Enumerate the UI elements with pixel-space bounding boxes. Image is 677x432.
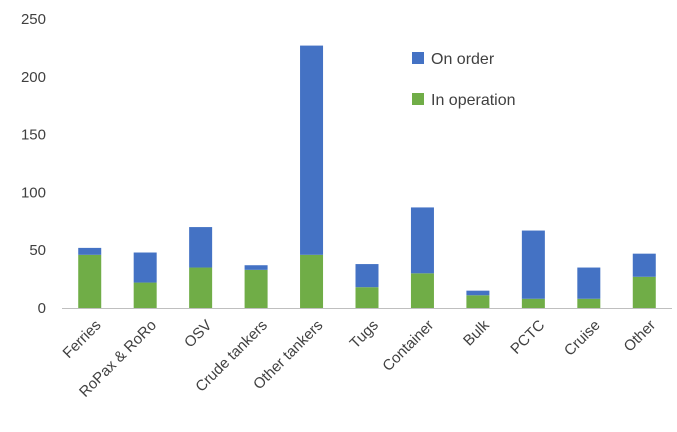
bar-bulk-in-operation (466, 295, 490, 308)
bar-other-in-operation (632, 276, 656, 308)
bar-container-in-operation (410, 273, 434, 308)
x-tick-label-osv: OSV (181, 317, 215, 351)
bar-cruise-on-order (577, 267, 601, 299)
bar-ropax-and-roro-on-order (133, 252, 157, 283)
bar-bulk-on-order (466, 290, 490, 296)
x-tick-label-tugs: Tugs (347, 317, 382, 352)
bar-cruise-in-operation (577, 298, 601, 308)
y-tick-label-200: 200 (21, 69, 46, 86)
bar-crude-tankers-on-order (244, 265, 268, 270)
bar-tugs-in-operation (355, 287, 379, 308)
bar-ferries-on-order (78, 247, 102, 255)
bar-ferries-in-operation (78, 254, 102, 308)
bar-other-tankers-in-operation (300, 254, 324, 308)
bar-tugs-on-order (355, 264, 379, 288)
y-tick-label-250: 250 (21, 11, 46, 28)
legend-label-in-operation: In operation (431, 92, 516, 109)
y-tick-label-0: 0 (38, 300, 46, 317)
bar-crude-tankers-in-operation (244, 269, 268, 308)
bar-other-on-order (632, 253, 656, 277)
bar-container-on-order (410, 207, 434, 274)
y-tick-label-100: 100 (21, 184, 46, 201)
bar-pctc-on-order (521, 230, 545, 299)
legend-swatch-in-operation (412, 93, 424, 105)
x-tick-label-container: Container (379, 317, 437, 375)
bar-osv-on-order (189, 227, 213, 268)
x-tick-label-other: Other (621, 317, 660, 356)
legend: On order In operation (395, 30, 567, 120)
y-tick-label-150: 150 (21, 127, 46, 144)
x-tick-label-pctc: PCTC (507, 317, 548, 358)
bar-pctc-in-operation (521, 298, 545, 308)
y-axis: 0 50 100 150 200 250 (21, 11, 46, 317)
y-tick-label-50: 50 (29, 242, 46, 259)
x-tick-label-cruise: Cruise (561, 317, 604, 360)
bars (78, 45, 656, 308)
x-tick-label-ferries: Ferries (60, 317, 105, 362)
bar-ropax-and-roro-in-operation (133, 282, 157, 308)
x-tick-label-bulk: Bulk (460, 316, 493, 349)
bar-other-tankers-on-order (300, 45, 324, 255)
legend-label-on-order: On order (431, 51, 495, 68)
legend-swatch-on-order (412, 52, 424, 64)
bar-osv-in-operation (189, 267, 213, 308)
